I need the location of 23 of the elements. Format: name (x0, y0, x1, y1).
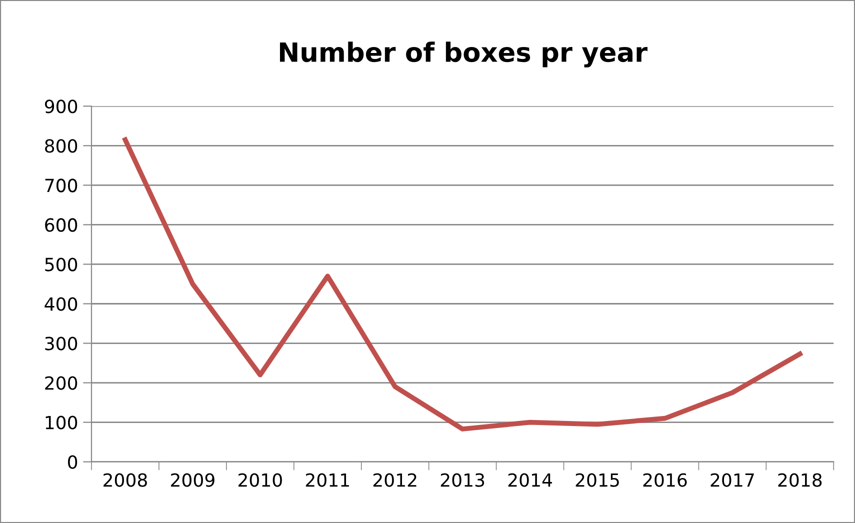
y-tick-label: 0 (68, 455, 78, 469)
x-tick-label: 2015 (576, 473, 619, 487)
x-tick-label: 2013 (440, 473, 484, 487)
y-tick-label: 200 (45, 376, 78, 390)
x-tick-label: 2014 (508, 473, 552, 487)
x-tick-label: 2012 (373, 473, 416, 487)
line-series (122, 137, 802, 432)
x-tick-label: 2016 (643, 473, 687, 487)
x-tick-label: 2011 (306, 473, 349, 487)
x-tick-label: 2017 (710, 473, 754, 487)
x-tick-label: 2008 (104, 473, 147, 487)
y-tick-label: 100 (46, 416, 78, 430)
y-tick-label: 700 (45, 178, 78, 192)
y-tick-label: 300 (45, 336, 78, 350)
chart-title: Number of boxes pr year (280, 42, 648, 68)
y-tick-label: 600 (45, 218, 78, 232)
x-tick-label: 2018 (778, 473, 822, 487)
y-tick-label: 500 (45, 258, 78, 272)
x-tick-label: 2009 (171, 473, 214, 487)
y-tick-label: 400 (44, 297, 78, 311)
y-tick-label: 900 (44, 100, 78, 114)
x-tick-label: 2010 (238, 473, 282, 487)
y-tick-label: 800 (45, 139, 78, 153)
